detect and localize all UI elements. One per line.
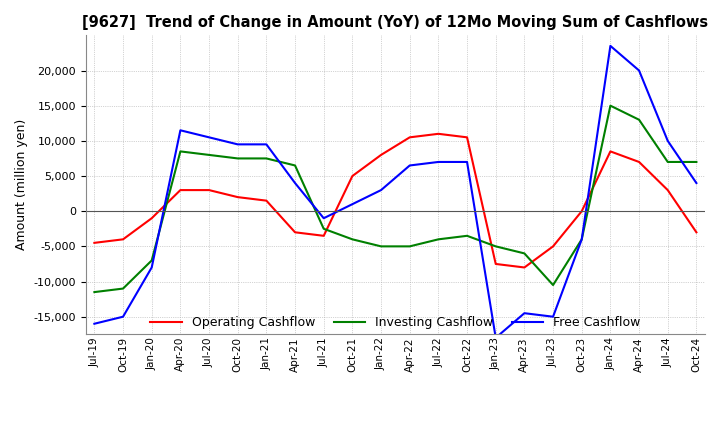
- Operating Cashflow: [577, 209, 586, 214]
- Investing Cashflow: [577, 237, 586, 242]
- Free Cashflow: [148, 265, 156, 270]
- Free Cashflow: [520, 311, 528, 316]
- Investing Cashflow: [291, 163, 300, 168]
- Y-axis label: Amount (million yen): Amount (million yen): [15, 119, 28, 250]
- Line: Operating Cashflow: Operating Cashflow: [94, 134, 696, 268]
- Investing Cashflow: [463, 233, 472, 238]
- Operating Cashflow: [348, 173, 356, 179]
- Operating Cashflow: [405, 135, 414, 140]
- Operating Cashflow: [148, 216, 156, 221]
- Free Cashflow: [663, 138, 672, 143]
- Line: Free Cashflow: Free Cashflow: [94, 46, 696, 338]
- Investing Cashflow: [520, 251, 528, 256]
- Investing Cashflow: [549, 282, 557, 288]
- Free Cashflow: [291, 180, 300, 186]
- Operating Cashflow: [463, 135, 472, 140]
- Operating Cashflow: [176, 187, 185, 193]
- Operating Cashflow: [204, 187, 213, 193]
- Free Cashflow: [463, 159, 472, 165]
- Free Cashflow: [90, 321, 99, 326]
- Investing Cashflow: [405, 244, 414, 249]
- Free Cashflow: [549, 314, 557, 319]
- Investing Cashflow: [320, 226, 328, 231]
- Operating Cashflow: [291, 230, 300, 235]
- Free Cashflow: [119, 314, 127, 319]
- Free Cashflow: [204, 135, 213, 140]
- Free Cashflow: [233, 142, 242, 147]
- Free Cashflow: [635, 68, 644, 73]
- Line: Investing Cashflow: Investing Cashflow: [94, 106, 696, 292]
- Free Cashflow: [577, 237, 586, 242]
- Operating Cashflow: [90, 240, 99, 246]
- Operating Cashflow: [320, 233, 328, 238]
- Operating Cashflow: [549, 244, 557, 249]
- Free Cashflow: [176, 128, 185, 133]
- Investing Cashflow: [692, 159, 701, 165]
- Investing Cashflow: [663, 159, 672, 165]
- Investing Cashflow: [348, 237, 356, 242]
- Investing Cashflow: [204, 152, 213, 158]
- Operating Cashflow: [663, 187, 672, 193]
- Investing Cashflow: [262, 156, 271, 161]
- Free Cashflow: [405, 163, 414, 168]
- Investing Cashflow: [176, 149, 185, 154]
- Free Cashflow: [434, 159, 443, 165]
- Investing Cashflow: [148, 258, 156, 263]
- Investing Cashflow: [606, 103, 615, 108]
- Operating Cashflow: [492, 261, 500, 267]
- Investing Cashflow: [119, 286, 127, 291]
- Free Cashflow: [377, 187, 385, 193]
- Free Cashflow: [262, 142, 271, 147]
- Investing Cashflow: [233, 156, 242, 161]
- Investing Cashflow: [377, 244, 385, 249]
- Free Cashflow: [492, 335, 500, 341]
- Free Cashflow: [692, 180, 701, 186]
- Operating Cashflow: [520, 265, 528, 270]
- Operating Cashflow: [377, 152, 385, 158]
- Legend: Operating Cashflow, Investing Cashflow, Free Cashflow: Operating Cashflow, Investing Cashflow, …: [145, 311, 645, 334]
- Free Cashflow: [348, 202, 356, 207]
- Operating Cashflow: [692, 230, 701, 235]
- Investing Cashflow: [635, 117, 644, 122]
- Operating Cashflow: [262, 198, 271, 203]
- Operating Cashflow: [233, 194, 242, 200]
- Operating Cashflow: [606, 149, 615, 154]
- Investing Cashflow: [434, 237, 443, 242]
- Operating Cashflow: [119, 237, 127, 242]
- Free Cashflow: [320, 216, 328, 221]
- Investing Cashflow: [492, 244, 500, 249]
- Investing Cashflow: [90, 290, 99, 295]
- Title: [9627]  Trend of Change in Amount (YoY) of 12Mo Moving Sum of Cashflows: [9627] Trend of Change in Amount (YoY) o…: [82, 15, 708, 30]
- Operating Cashflow: [635, 159, 644, 165]
- Operating Cashflow: [434, 131, 443, 136]
- Free Cashflow: [606, 43, 615, 48]
